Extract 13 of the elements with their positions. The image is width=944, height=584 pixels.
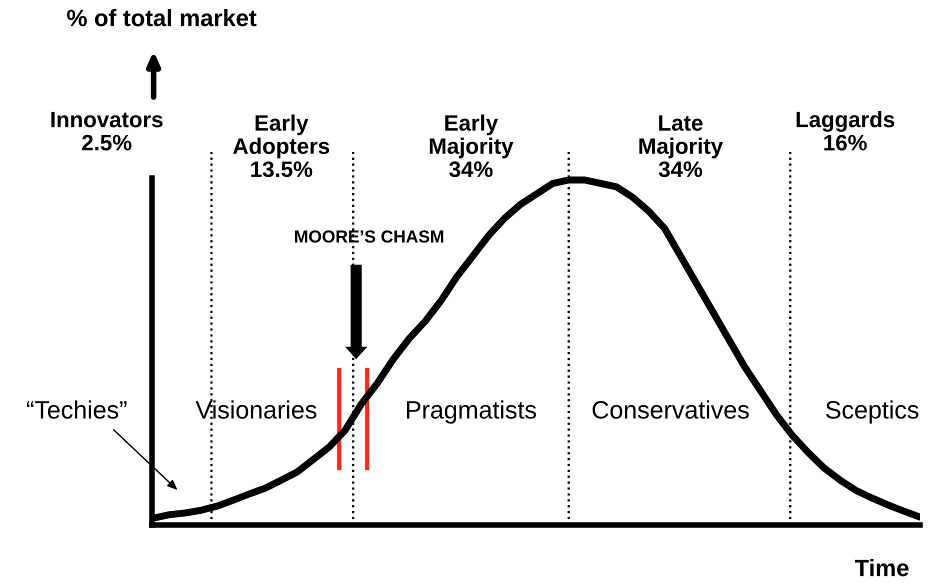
text: Late Majority 34%: [639, 115, 723, 178]
text: Innovators 2.5%: [51, 112, 163, 151]
annotation: Visionaries: [196, 400, 316, 419]
annotation: Sceptics: [826, 400, 918, 424]
text: “Techies”: [26, 400, 127, 419]
annotation: Conservatives: [592, 400, 749, 419]
x-axis-title: Time: [854, 558, 909, 576]
text: Laggards 16%: [796, 111, 894, 151]
annotation: Pragmatists: [407, 400, 536, 424]
text: Early Majority 34%: [430, 114, 514, 178]
text: Early Adopters 13.5%: [233, 114, 330, 178]
annotation: MOORE’S CHASM: [295, 230, 444, 243]
text: % of total market: [67, 8, 256, 26]
